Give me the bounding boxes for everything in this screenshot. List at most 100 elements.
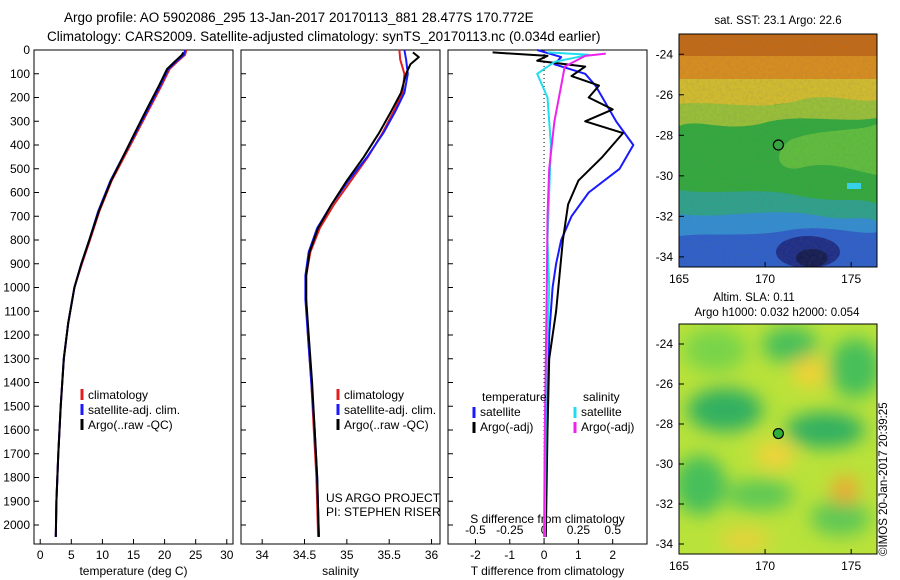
- temperature_profile-xtick-label: 0: [37, 548, 44, 562]
- climatology-title: Climatology: CARS2009. Satellite-adjuste…: [47, 29, 601, 44]
- temperature_profile-ytick-label: 1700: [3, 447, 30, 461]
- temperature_profile-ytick-label: 1500: [3, 399, 30, 413]
- series-line-climatology: [54, 49, 188, 537]
- sst_map-xtick-label: 170: [755, 272, 775, 286]
- temperature_profile-ytick-label: 200: [10, 91, 30, 105]
- temperature_profile-xlabel: temperature (deg C): [79, 564, 187, 578]
- sst_map-ytick-label: -28: [656, 128, 674, 142]
- sst_map-frame: [678, 33, 878, 268]
- salinity_profile-xtick-label: 35: [340, 548, 354, 562]
- salinity_profile-frame: [240, 49, 441, 545]
- legend-label: Argo(-adj): [581, 420, 634, 434]
- sla-map-image: [679, 324, 877, 554]
- legend-label: Argo(..raw -QC): [344, 418, 429, 432]
- difference_profile-xtick-label: 1: [575, 548, 582, 562]
- temperature_profile-ytick-label: 1600: [3, 423, 30, 437]
- sst_map-xtick-label: 165: [669, 272, 689, 286]
- salinity_profile-xtick-label: 36: [425, 548, 439, 562]
- profile-title: Argo profile: AO 5902086_295 13-Jan-2017…: [64, 10, 534, 25]
- argo-position-marker: [772, 427, 784, 440]
- temperature_profile-ytick-label: 700: [10, 209, 30, 223]
- series-line-satellite-adj-clim-: [54, 49, 187, 537]
- temperature_profile-ytick-label: 1200: [3, 328, 30, 342]
- sla_map-ytick-label: -26: [656, 377, 674, 391]
- sla_map-ytick-label: -32: [656, 497, 674, 511]
- salinity_profile-xtick-label: 34.5: [293, 548, 317, 562]
- top-xtick-label: -0.5: [465, 523, 486, 537]
- temperature_profile-ytick-label: 500: [10, 162, 30, 176]
- temperature_profile-ytick-label: 600: [10, 186, 30, 200]
- sst-map-title: sat. SST: 23.1 Argo: 22.6: [714, 15, 841, 27]
- sla_map-xtick-label: 165: [669, 559, 689, 573]
- temperature_profile-ytick-label: 300: [10, 114, 30, 128]
- sst-map-image: [679, 34, 877, 267]
- sla_map-frame: [678, 323, 878, 555]
- top-xtick-label: 0.5: [604, 523, 621, 537]
- project-annotation: US ARGO PROJECT: [326, 491, 441, 505]
- sla_map-xtick-label: 170: [755, 559, 775, 573]
- temperature_profile-ytick-label: 1000: [3, 281, 30, 295]
- legend-label: climatology: [344, 388, 404, 402]
- top-xtick-label: -0.25: [496, 523, 524, 537]
- legend-label: satellite: [480, 405, 521, 419]
- legend-header-salinity: salinity: [583, 390, 620, 404]
- sla_map-xtick-label: 175: [841, 559, 861, 573]
- sla_map-ytick-label: -24: [656, 337, 674, 351]
- sla_map-ytick-label: -28: [656, 417, 674, 431]
- salinity_profile-xtick-label: 34: [255, 548, 269, 562]
- legend-label: satellite: [581, 405, 622, 419]
- sst_map-ytick-label: -32: [656, 209, 674, 223]
- series-line-satellite-adj-clim-: [304, 49, 409, 537]
- temperature_profile-xtick-label: 20: [158, 548, 172, 562]
- temperature_profile-xtick-label: 10: [96, 548, 110, 562]
- difference_profile-frame: [447, 49, 648, 545]
- difference_profile-xtick-label: 0: [541, 548, 548, 562]
- temperature_profile-xtick-label: 5: [68, 548, 75, 562]
- pi-annotation: PI: STEPHEN RISER: [326, 505, 441, 519]
- top-xtick-label: 0.25: [567, 523, 591, 537]
- legend-header-temperature: temperature: [482, 390, 547, 404]
- temperature_profile-xtick-label: 25: [189, 548, 203, 562]
- series-line-temperature-argo-adj-: [492, 51, 624, 537]
- temperature_profile-ytick-label: 800: [10, 233, 30, 247]
- legend-label: satellite-adj. clim.: [344, 403, 436, 417]
- temperature_profile-ytick-label: 100: [10, 67, 30, 81]
- series-line-salinity-argo-adj-: [543, 52, 606, 537]
- series-line-argo-raw-qc-: [305, 51, 420, 537]
- difference_profile-xlabel: T difference from climatology: [471, 564, 625, 578]
- legend-label: Argo(..raw -QC): [88, 418, 173, 432]
- difference-top-xlabel: S difference from climatology: [470, 512, 625, 526]
- difference_profile-xtick-label: -2: [470, 548, 481, 562]
- sla-map-title-line2: Argo h1000: 0.032 h2000: 0.054: [695, 307, 861, 319]
- temperature_profile-ytick-label: 2000: [3, 518, 30, 532]
- sla_map-ytick-label: -34: [656, 537, 674, 551]
- sst_map-ytick-label: -30: [656, 169, 674, 183]
- temperature_profile-xtick-label: 15: [127, 548, 141, 562]
- legend-label: climatology: [88, 388, 148, 402]
- legend-label: satellite-adj. clim.: [88, 403, 180, 417]
- sla_map-ytick-label: -30: [656, 457, 674, 471]
- temperature_profile-ytick-label: 0: [23, 43, 30, 57]
- series-line-argo-raw-qc-: [54, 51, 185, 537]
- series-line-temperature-satellite: [536, 49, 635, 537]
- sst_map-xtick-label: 175: [841, 272, 861, 286]
- temperature_profile-ytick-label: 1900: [3, 494, 30, 508]
- temperature_profile-ytick-label: 400: [10, 138, 30, 152]
- sla-map-title-line1: Altim. SLA: 0.11: [713, 292, 795, 304]
- temperature_profile-frame: [33, 49, 234, 545]
- sst_map-ytick-label: -34: [656, 250, 674, 264]
- salinity_profile-xtick-label: 35.5: [378, 548, 402, 562]
- sst_map-ytick-label: -24: [656, 47, 674, 61]
- argo-position-marker: [772, 139, 784, 151]
- difference_profile-xtick-label: 2: [609, 548, 616, 562]
- temperature_profile-ytick-label: 900: [10, 257, 30, 271]
- salinity_profile-xlabel: salinity: [322, 564, 359, 578]
- temperature_profile-ytick-label: 1300: [3, 352, 30, 366]
- temperature_profile-ytick-label: 1100: [4, 304, 30, 318]
- difference_profile-xtick-label: -1: [504, 548, 515, 562]
- legend-label: Argo(-adj): [480, 420, 533, 434]
- temperature_profile-ytick-label: 1800: [3, 471, 30, 485]
- sst_map-ytick-label: -26: [656, 88, 674, 102]
- temperature_profile-ytick-label: 1400: [3, 376, 30, 390]
